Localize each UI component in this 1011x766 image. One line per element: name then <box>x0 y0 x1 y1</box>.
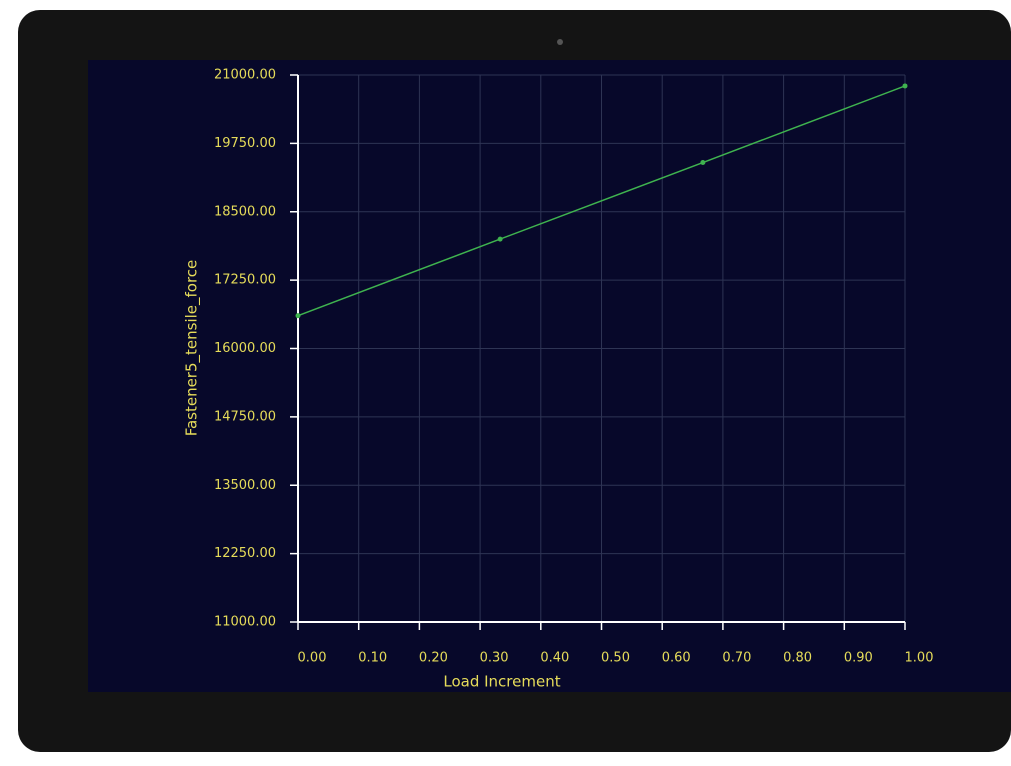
y-tick-label: 11000.00 <box>214 615 276 630</box>
screen <box>88 60 1011 692</box>
x-tick-label: 1.00 <box>905 651 934 666</box>
y-tick-label: 18500.00 <box>214 204 276 219</box>
tablet-photo: Load Increment Fastener5_tensile_force 1… <box>0 0 1011 762</box>
data-point <box>498 237 503 242</box>
y-tick-label: 16000.00 <box>214 341 276 356</box>
x-tick-label: 0.80 <box>783 651 812 666</box>
data-point <box>700 160 705 165</box>
y-tick-label: 19750.00 <box>214 136 276 151</box>
y-tick-label: 17250.00 <box>214 273 276 288</box>
y-tick-label: 14750.00 <box>214 409 276 424</box>
x-tick-label: 0.40 <box>540 651 569 666</box>
y-tick-label: 21000.00 <box>214 68 276 83</box>
camera <box>557 39 563 45</box>
x-tick-label: 0.10 <box>358 651 387 666</box>
data-point <box>296 313 301 318</box>
y-axis-label: Fastener5_tensile_force <box>183 260 202 437</box>
x-tick-label: 0.30 <box>480 651 509 666</box>
y-tick-label: 12250.00 <box>214 546 276 561</box>
x-tick-label: 0.90 <box>844 651 873 666</box>
y-tick-label: 13500.00 <box>214 478 276 493</box>
x-tick-label: 0.70 <box>722 651 751 666</box>
page: {"chart_data": {"type": "line", "x_label… <box>0 0 1011 762</box>
data-point <box>903 83 908 88</box>
x-axis-label: Load Increment <box>443 673 560 691</box>
x-tick-label: 0.60 <box>662 651 691 666</box>
x-tick-label: 0.00 <box>298 651 327 666</box>
x-tick-label: 0.50 <box>601 651 630 666</box>
x-tick-label: 0.20 <box>419 651 448 666</box>
